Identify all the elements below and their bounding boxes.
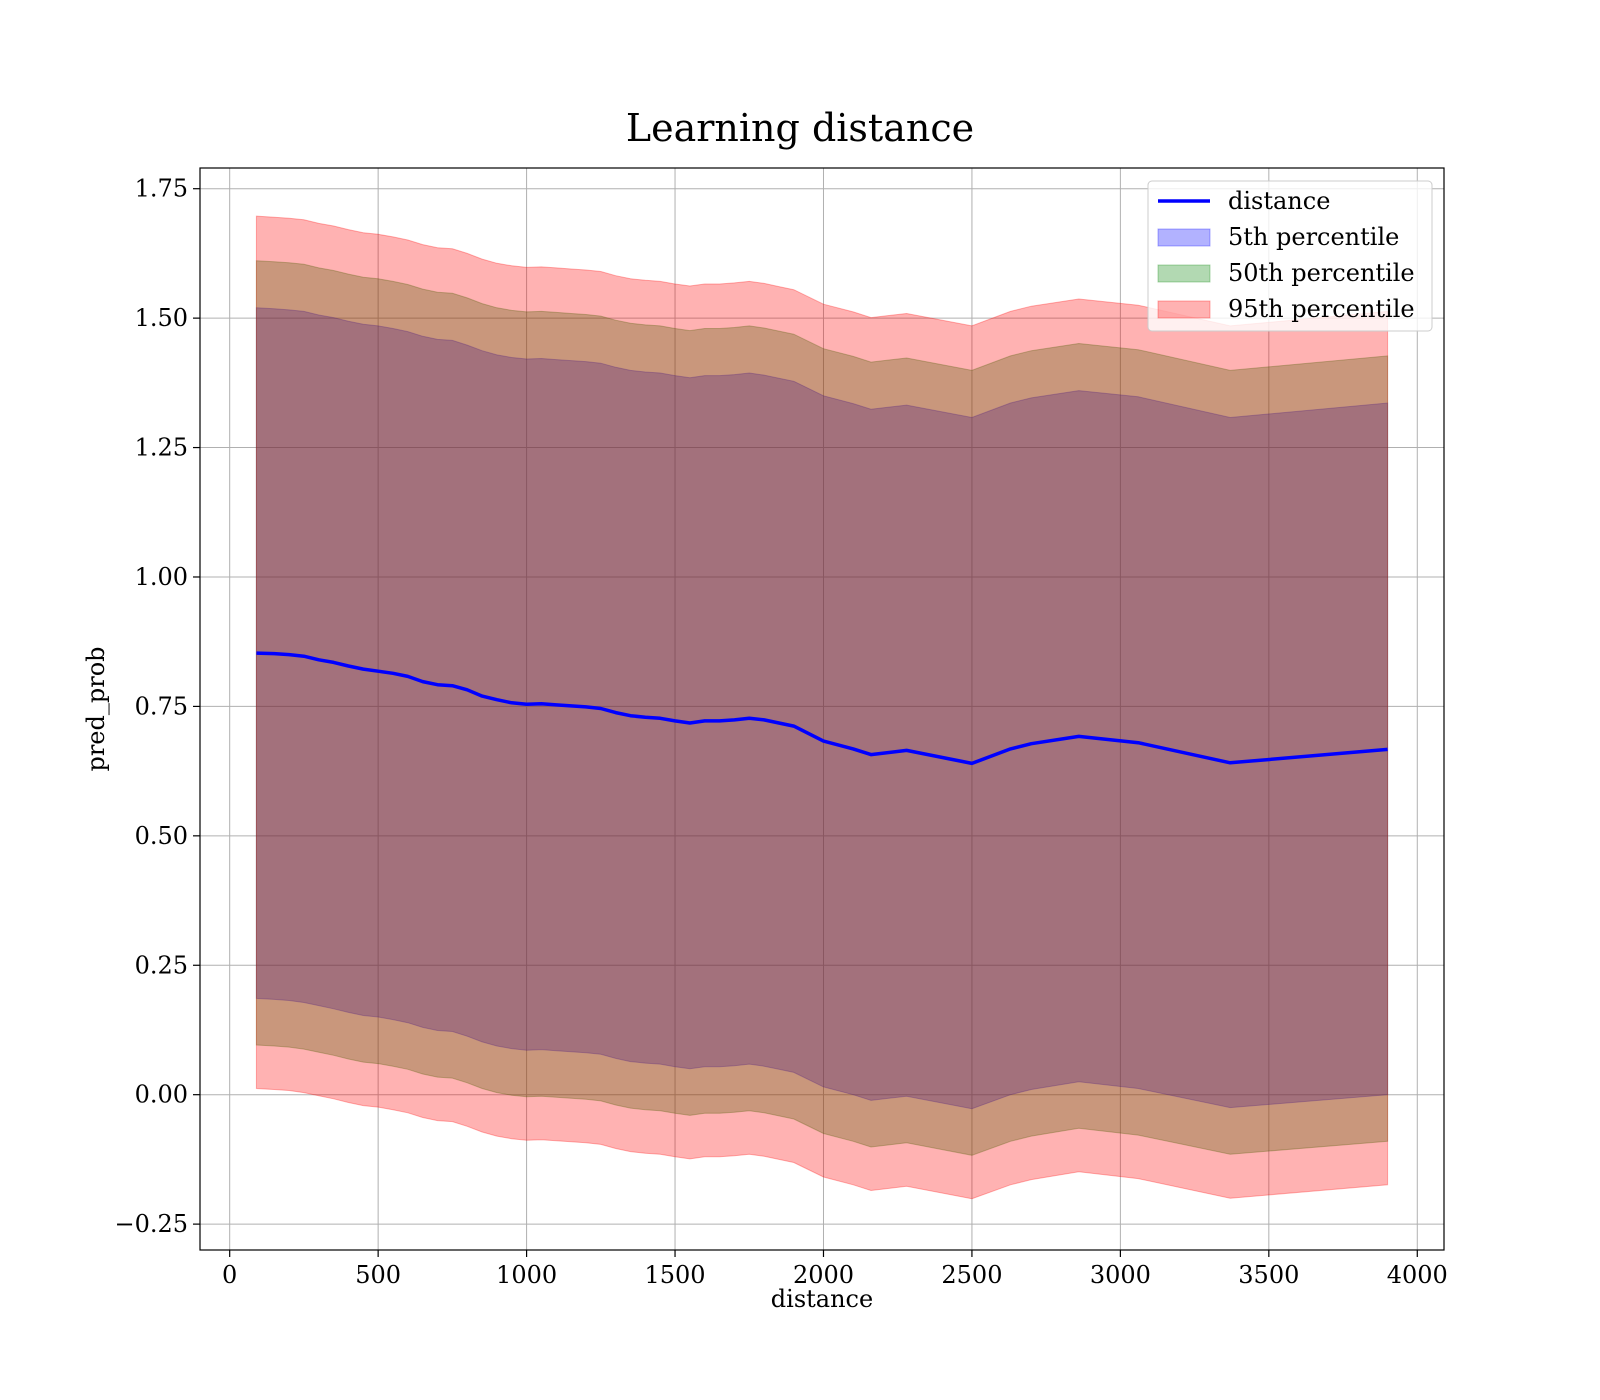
series-line-distance	[256, 651, 1388, 766]
y-tick-label: 0.75	[135, 692, 188, 720]
percentile-bands	[255, 215, 1389, 1200]
band-5th-percentile	[255, 307, 1389, 1110]
legend-swatch	[1157, 228, 1211, 247]
y-tick-label: −0.25	[114, 1210, 188, 1238]
x-tick-label: 4000	[1387, 1261, 1448, 1289]
x-axis-label: distance	[771, 1285, 873, 1313]
band-50th-percentile	[255, 260, 1389, 1156]
y-tick-label: 1.00	[135, 563, 188, 591]
y-tick-label: 0.00	[135, 1081, 188, 1109]
legend-swatch	[1157, 264, 1211, 283]
legend-label: 5th percentile	[1228, 223, 1399, 251]
x-tick-label: 2500	[941, 1261, 1002, 1289]
distance-line-layer	[256, 651, 1388, 766]
y-axis-label: pred_prob	[82, 646, 110, 771]
y-tick-label: 1.25	[135, 434, 188, 462]
x-tick-label: 0	[222, 1261, 237, 1289]
legend-swatch	[1157, 300, 1211, 319]
legend: distance 5th percentile 50th percentile 95t…	[1147, 180, 1433, 332]
x-tick-label: 2000	[793, 1261, 854, 1289]
x-tick-label: 3500	[1238, 1261, 1299, 1289]
legend-box	[1147, 180, 1433, 332]
y-tick-label: 1.75	[135, 175, 188, 203]
plot-frame	[199, 167, 1445, 1251]
legend-label: 50th percentile	[1228, 259, 1415, 287]
y-tick-label: 1.50	[135, 304, 188, 332]
x-tick-label: 3000	[1090, 1261, 1151, 1289]
x-axis-ticks: 0 500 1000 1500 2000 2500 3000 3500 4000	[222, 1250, 1448, 1289]
y-tick-label: 0.50	[135, 822, 188, 850]
x-tick-label: 1500	[644, 1261, 705, 1289]
legend-label: distance	[1228, 187, 1330, 215]
band-95th-percentile	[255, 215, 1389, 1200]
x-tick-label: 500	[355, 1261, 401, 1289]
chart-title: Learning distance	[626, 106, 974, 150]
grid	[200, 168, 1444, 1250]
legend-label: 95th percentile	[1228, 295, 1415, 323]
y-tick-label: 0.25	[135, 951, 188, 979]
y-axis-ticks: −0.25 0.00 0.25 0.50 0.75 1.00 1.25 1.50 1.75	[114, 175, 200, 1238]
x-tick-label: 1000	[496, 1261, 557, 1289]
